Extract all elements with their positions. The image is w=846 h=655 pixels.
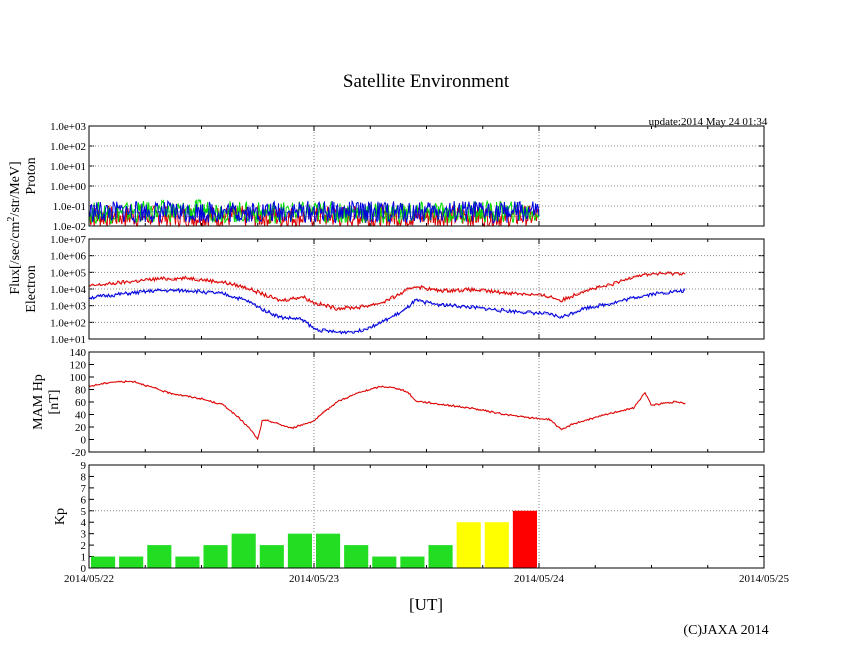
flux-unit-tail: /str/MeV] <box>8 161 23 216</box>
flux-unit-base: Flux[/sec/cm <box>8 221 23 294</box>
series-hp-0 <box>88 379 686 441</box>
kp-bar <box>512 510 537 568</box>
y-tick-label: 1.0e+03 <box>50 301 86 313</box>
panel-ylabel: Kp <box>53 508 68 525</box>
y-tick-label: 7 <box>81 483 87 495</box>
panel-ylabel-line: MAM Hp <box>31 374 46 430</box>
y-tick-label: 5 <box>81 506 87 518</box>
panel-electron: 1.0e+01 1.0e+02 1.0e+03 1.0e+04 1.0e+05 1.0e+… <box>24 234 765 346</box>
panel-ylabel: Proton <box>24 157 39 194</box>
kp-bar <box>372 556 397 568</box>
y-tick-label: 20 <box>75 422 87 434</box>
y-tick-label: 1.0e+02 <box>50 317 86 329</box>
kp-bar <box>400 556 425 568</box>
y-tick-label: 140 <box>70 347 87 359</box>
y-tick-label: 0 <box>81 563 87 575</box>
flux-axis-title: Flux[/sec/cm2/str/MeV] <box>6 161 23 294</box>
flux-unit-superscript: 2 <box>6 217 17 222</box>
series-line <box>88 199 540 225</box>
kp-bar <box>147 545 172 568</box>
panel-frame <box>88 351 765 453</box>
y-tick-label: 9 <box>81 460 87 472</box>
series-electron-0 <box>88 271 686 312</box>
panel-ylabel: MAM Hp[nT] <box>31 374 62 430</box>
x-tick-label: 2014/05/25 <box>739 573 790 585</box>
series-line <box>88 287 686 335</box>
y-tick-label: 1.0e+00 <box>50 181 86 193</box>
panel-proton: 1.0e-02 1.0e-01 1.0e+00 1.0e+01 1.0e+02 1.0e+… <box>24 121 765 233</box>
series-proton-2 <box>88 199 540 225</box>
panel-ylabel: Electron <box>24 265 39 312</box>
x-tick-label: 2014/05/24 <box>514 573 565 585</box>
y-tick-label: 0 <box>81 435 87 447</box>
y-tick-label: 1.0e+03 <box>50 121 86 133</box>
chart-title: Satellite Environment <box>343 71 510 92</box>
kp-bar <box>456 522 481 568</box>
series-electron-1 <box>88 287 686 335</box>
copyright-text: (C)JAXA 2014 <box>683 623 768 638</box>
x-tick-label: 2014/05/23 <box>289 573 340 585</box>
kp-bar <box>259 545 284 568</box>
y-tick-label: 40 <box>75 410 87 422</box>
series-trend <box>88 290 686 333</box>
update-timestamp: update:2014 May 24 01:34 <box>649 116 768 128</box>
y-tick-label: 1.0e+01 <box>50 161 86 173</box>
panel-ylabel-line: [nT] <box>47 390 62 415</box>
y-tick-label: 100 <box>70 372 87 384</box>
x-axis-title: [UT] <box>409 595 443 614</box>
y-tick-label: 80 <box>75 385 87 397</box>
kp-bar <box>428 545 453 568</box>
kp-bar <box>203 545 228 568</box>
y-tick-label: 1.0e+05 <box>50 267 86 279</box>
kp-bar <box>316 533 341 568</box>
y-tick-label: 1.0e+07 <box>50 234 86 246</box>
series-trend <box>89 216 539 218</box>
panel-frame <box>88 464 765 569</box>
y-tick-label: 1.0e-01 <box>53 201 86 213</box>
x-axis-ticks: 2014/05/22 2014/05/23 2014/05/24 2014/05/25 <box>64 573 790 585</box>
y-tick-label: 8 <box>81 471 87 483</box>
y-tick-label: 60 <box>75 397 87 409</box>
kp-bar <box>175 556 200 568</box>
x-tick-label: 2014/05/22 <box>64 573 114 585</box>
y-tick-label: 1.0e+06 <box>50 251 86 263</box>
kp-bar <box>91 556 116 568</box>
y-tick-label: 4 <box>81 517 87 529</box>
y-tick-label: 6 <box>81 494 87 506</box>
y-tick-label: -20 <box>71 447 86 459</box>
y-tick-label: 3 <box>81 529 87 541</box>
y-tick-label: 1 <box>81 552 87 564</box>
kp-bar <box>231 533 256 568</box>
y-tick-label: 1.0e+02 <box>50 141 86 153</box>
series-line <box>88 379 686 441</box>
series-trend <box>88 381 686 441</box>
y-tick-label: 120 <box>70 360 87 372</box>
y-tick-label: 2 <box>81 540 87 552</box>
kp-bar <box>287 533 312 568</box>
kp-bar <box>484 522 509 568</box>
panels-group: 1.0e-021.0e-011.0e+001.0e+011.0e+021.0e+… <box>24 121 765 575</box>
series-trend <box>88 272 686 309</box>
kp-bar <box>119 556 144 568</box>
y-tick-label: 1.0e-02 <box>53 221 86 233</box>
series-line <box>88 271 686 312</box>
y-tick-label: 1.0e+01 <box>50 334 86 346</box>
kp-bar <box>344 545 369 568</box>
y-tick-label: 1.0e+04 <box>50 284 86 296</box>
